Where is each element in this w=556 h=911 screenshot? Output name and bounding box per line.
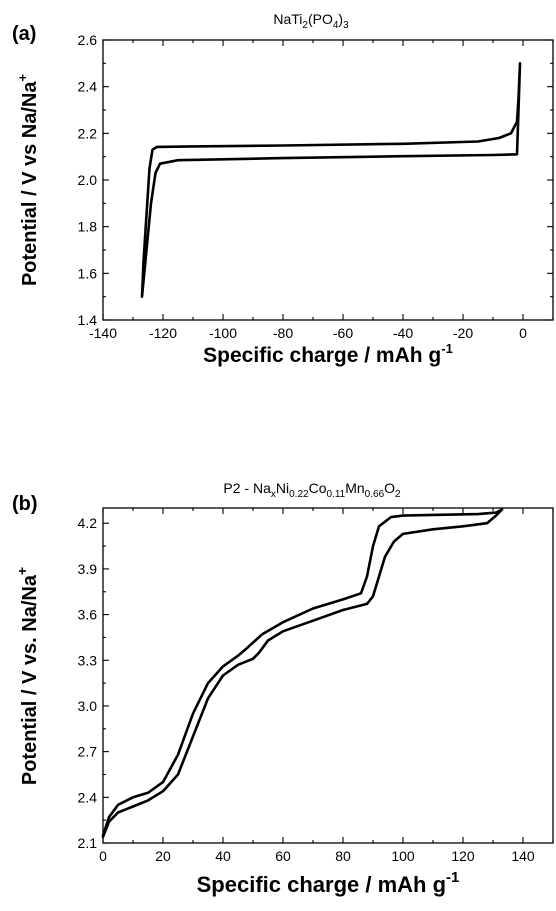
panel-a-title: NaTi2(PO4)3: [273, 11, 349, 31]
y-tick-label: 3.9: [78, 561, 98, 577]
panel-b-plot-frame: [102, 507, 554, 844]
y-tick-label: 2.2: [78, 125, 98, 141]
panel-a-y-axis-title: Potential / V vs Na/Na+: [15, 74, 41, 287]
panel-a: (a) NaTi2(PO4)3 -140 -120 -100 -80 -60 -40 -20…: [12, 11, 554, 367]
panel-a-label: (a): [12, 23, 36, 45]
x-tick-label: -120: [149, 325, 177, 341]
series-line-0: [140, 61, 522, 299]
x-tick-label: 0: [519, 325, 527, 341]
x-tick-label: -100: [209, 325, 237, 341]
y-tick-label: 2.4: [78, 79, 98, 95]
x-tick-label: 60: [275, 848, 291, 864]
panel-b-label: (b): [12, 493, 38, 515]
y-tick-label: 2.7: [78, 744, 98, 760]
y-tick-label: 2.0: [78, 172, 98, 188]
panel-b-ticks: 0 20 40 60 80 100 120 140 2.1 2.4 2.7 3.0 3.3 3.6 3.9 4…: [78, 508, 554, 864]
x-tick-label: 20: [155, 848, 171, 864]
x-tick-label: -80: [273, 325, 293, 341]
x-tick-label: 80: [335, 848, 351, 864]
y-tick-label: 2.4: [78, 789, 98, 805]
panel-a-curves: [140, 61, 522, 299]
panel-a-plot-frame: [102, 39, 554, 321]
x-tick-label: 100: [391, 848, 415, 864]
panel-b-y-axis-title: Potential / V vs. Na/Na+: [14, 567, 41, 785]
x-tick-label: 40: [215, 848, 231, 864]
y-tick-label: 2.1: [78, 835, 98, 851]
x-tick-label: -140: [89, 325, 117, 341]
y-tick-label: 1.8: [78, 219, 98, 235]
panel-a-ticks: -140 -120 -100 -80 -60 -40 -20 0 1.4 1.6 1.8 2.0 2.2…: [78, 32, 554, 341]
series-line-0: [101, 508, 504, 839]
y-tick-label: 2.6: [78, 32, 98, 48]
panel-b-title: P2 - NaxNi0.22Co0.11Mn0.66O2: [223, 480, 401, 500]
x-tick-label: 140: [511, 848, 535, 864]
panel-a-x-axis-title: Specific charge / mAh g-1: [203, 341, 453, 367]
panel-b-x-axis-title: Specific charge / mAh g-1: [197, 869, 460, 897]
x-tick-label: -40: [393, 325, 413, 341]
x-tick-label: -60: [333, 325, 353, 341]
y-tick-label: 4.2: [78, 515, 98, 531]
x-tick-label: 120: [451, 848, 475, 864]
y-tick-label: 3.0: [78, 698, 98, 714]
y-tick-label: 1.4: [78, 312, 98, 328]
panel-b-curves: [101, 508, 504, 839]
panel-b: (b) P2 - NaxNi0.22Co0.11Mn0.66O2 0 20 40 60…: [12, 480, 554, 897]
y-tick-label: 3.3: [78, 652, 98, 668]
y-tick-label: 3.6: [78, 607, 98, 623]
x-tick-label: -20: [453, 325, 473, 341]
y-tick-label: 1.6: [78, 265, 98, 281]
x-tick-label: 0: [99, 848, 107, 864]
